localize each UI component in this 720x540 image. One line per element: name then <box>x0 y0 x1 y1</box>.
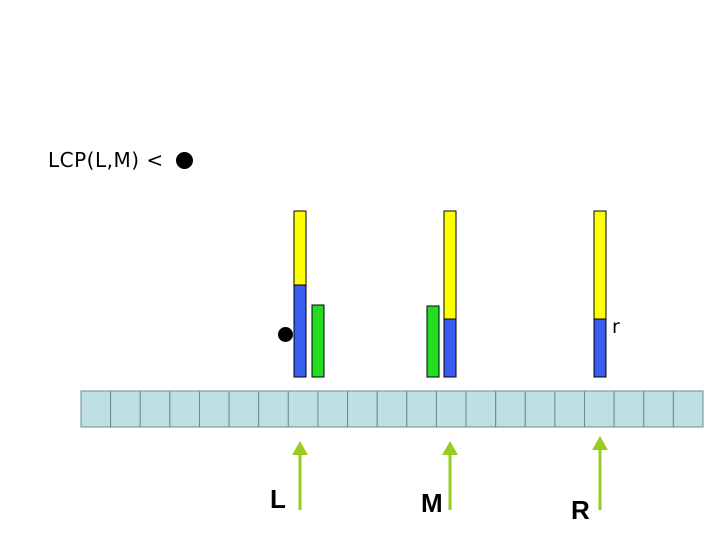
array-cell <box>110 390 141 428</box>
array-cell <box>376 390 408 428</box>
suffix-bar-r <box>593 210 607 378</box>
array-cell <box>672 390 704 428</box>
suffix-array <box>80 390 704 428</box>
lcp-condition-label: LCP(L,M) < <box>48 148 164 172</box>
suffix-m-yellow-segment <box>443 210 457 320</box>
array-cell <box>169 390 200 428</box>
array-cell <box>139 390 171 428</box>
query-pattern-bar-m <box>426 305 440 378</box>
pointer-label-l: L <box>270 484 286 514</box>
suffix-r-blue-segment <box>593 318 607 378</box>
pointer-arrow-r <box>592 436 608 510</box>
array-cell <box>435 390 467 428</box>
array-cell <box>613 390 645 428</box>
suffix-l-mismatch-dot <box>278 327 293 342</box>
array-cell <box>643 390 674 428</box>
array-cell <box>584 390 615 428</box>
array-cell <box>228 390 260 428</box>
pointer-label-m: M <box>421 488 443 518</box>
suffix-m-blue-segment <box>443 318 457 378</box>
pointer-arrow-l <box>292 441 308 510</box>
array-cell <box>258 390 289 428</box>
suffix-l-yellow-segment <box>293 210 307 286</box>
array-cell <box>495 390 526 428</box>
pointer-arrow-m <box>442 441 458 510</box>
r-label: r <box>612 316 620 338</box>
suffix-bar-m <box>443 210 457 378</box>
lcp-condition-dot <box>176 152 193 169</box>
array-cell <box>347 390 378 428</box>
suffix-bar-l <box>293 210 307 378</box>
array-cell <box>317 390 349 428</box>
array-cell <box>198 390 230 428</box>
suffix-r-yellow-segment <box>593 210 607 320</box>
query-pattern-bar-l <box>311 304 325 378</box>
array-cell <box>80 390 112 428</box>
array-cell <box>524 390 556 428</box>
pointer-label-r: R <box>571 495 590 525</box>
array-cell <box>287 390 319 428</box>
suffix-l-blue-segment <box>293 284 307 378</box>
array-cell <box>465 390 497 428</box>
array-cell <box>406 390 437 428</box>
array-cell <box>554 390 586 428</box>
